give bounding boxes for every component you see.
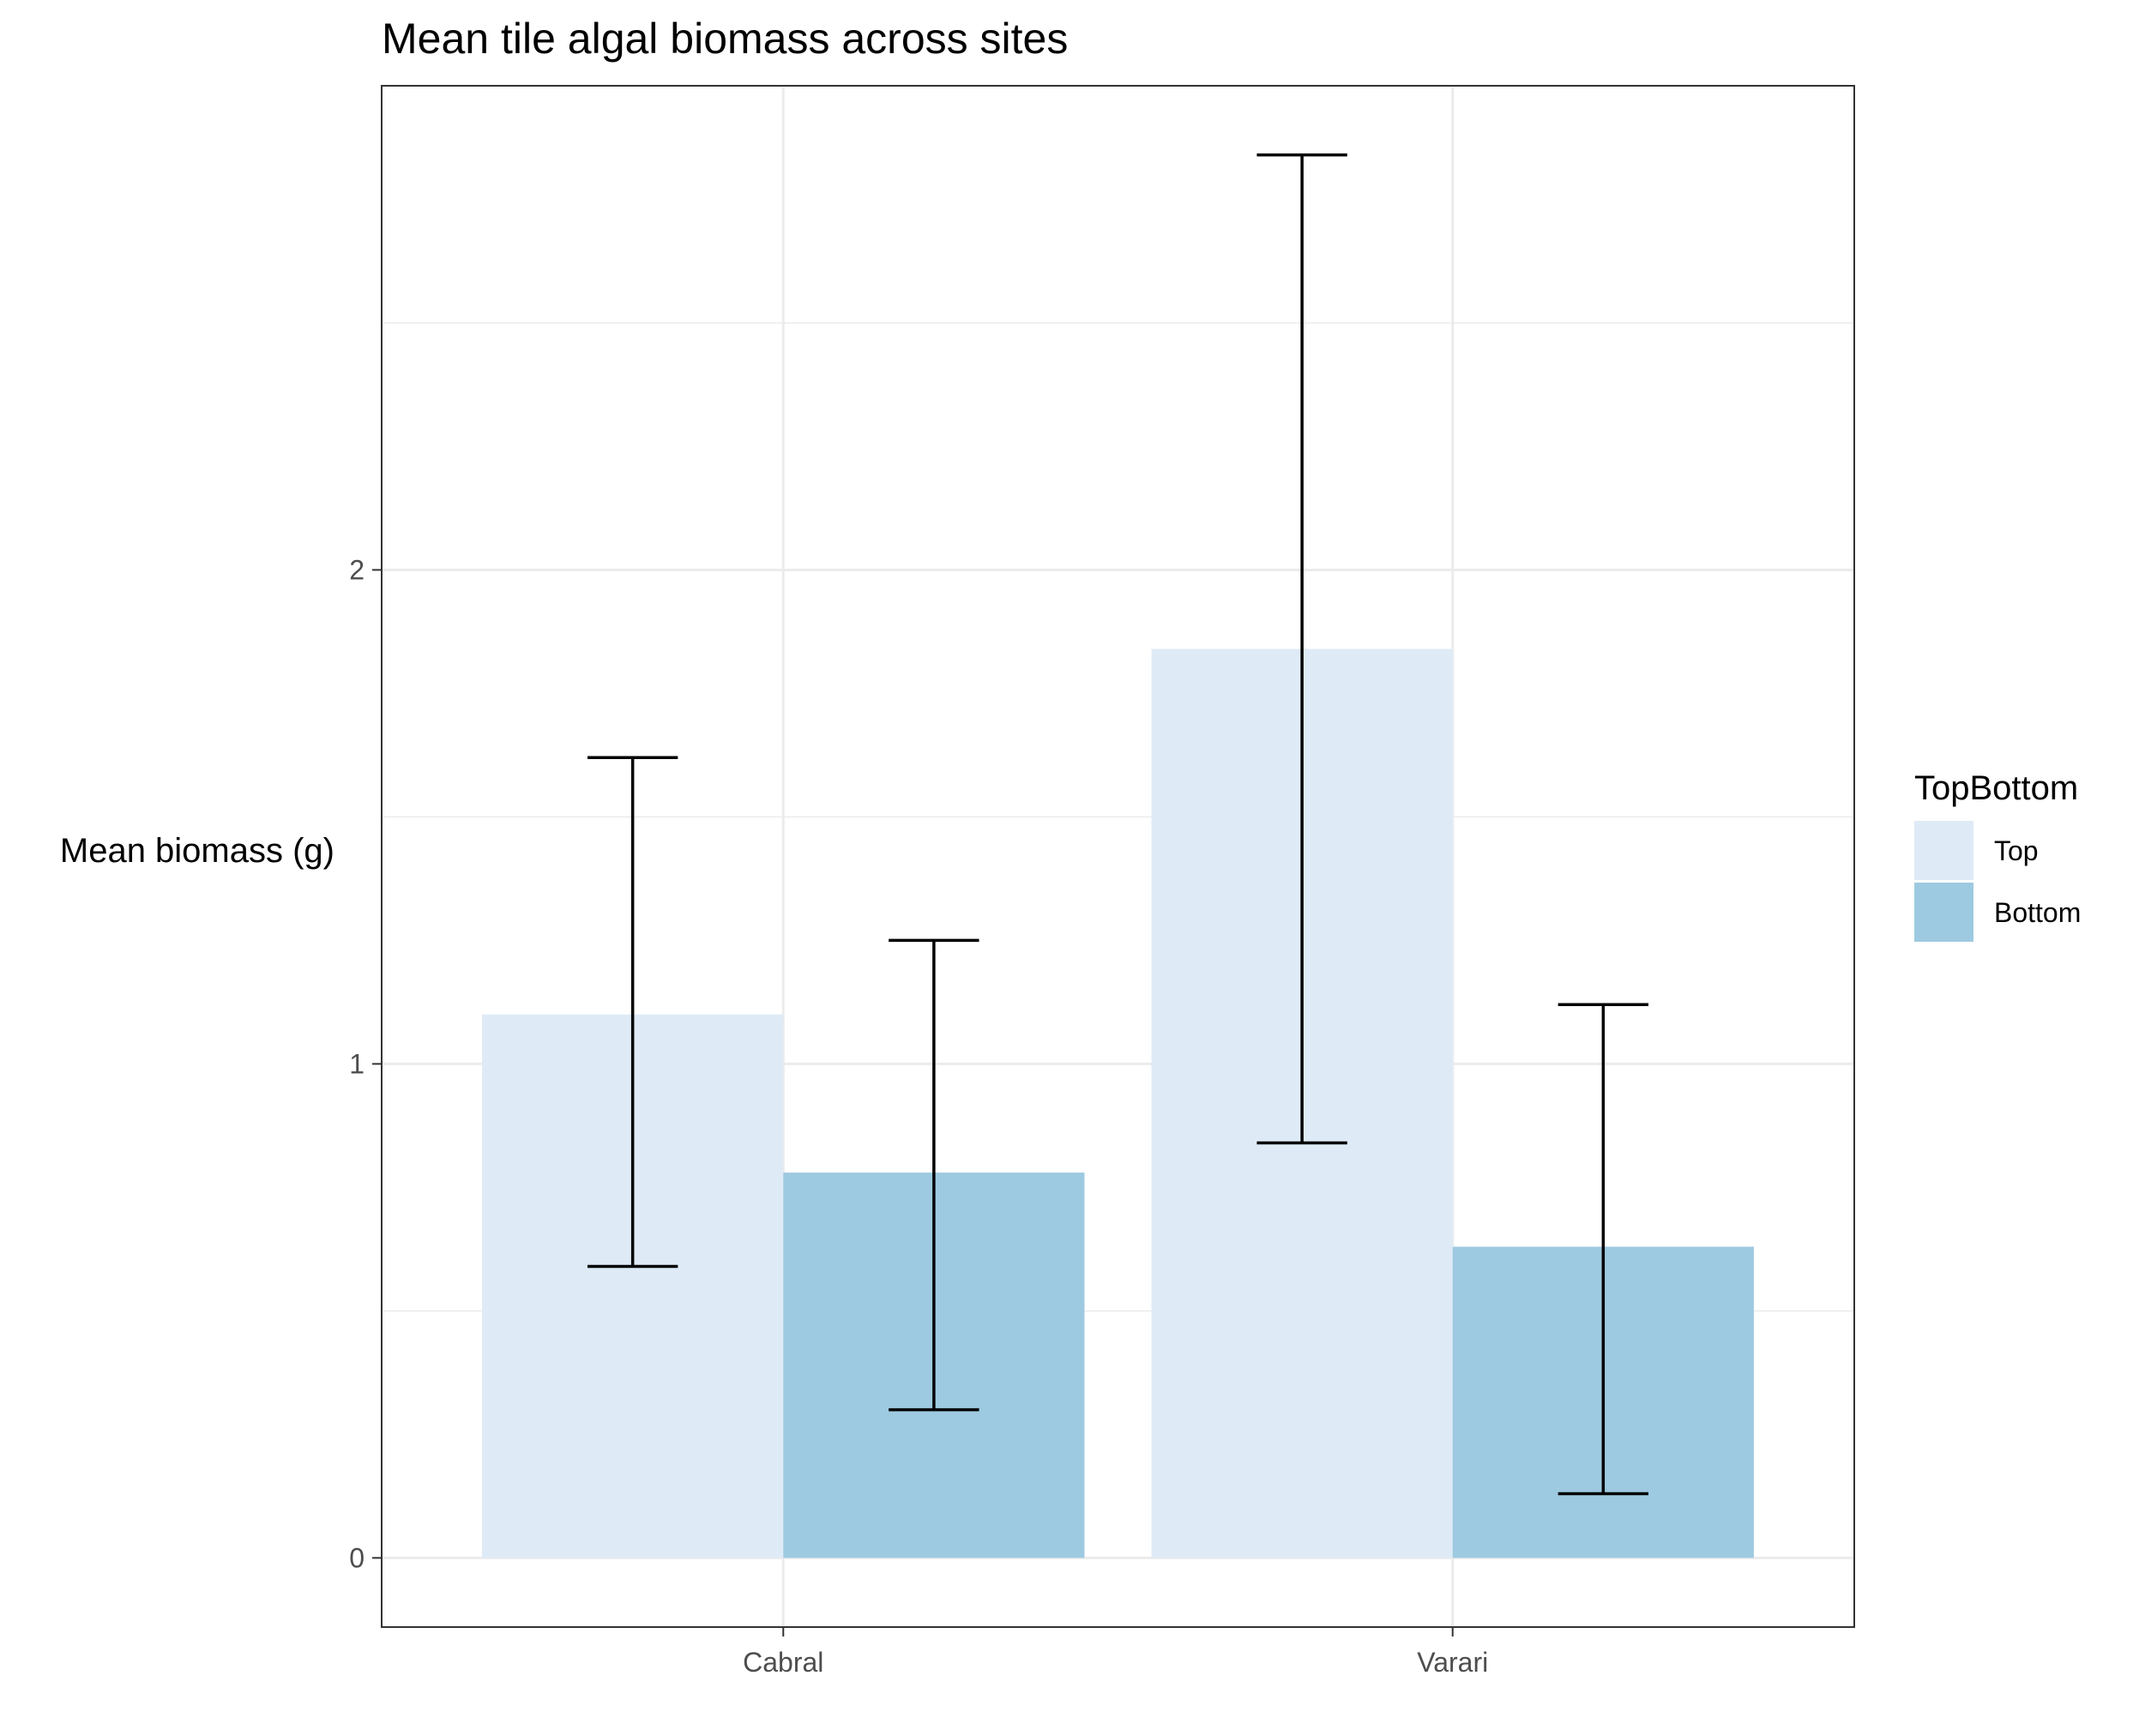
y-axis-title: Mean biomass (g) (60, 832, 334, 870)
legend: TopBottom TopBottom (1914, 769, 2081, 942)
legend-label-bottom: Bottom (1994, 897, 2081, 928)
legend-title: TopBottom (1914, 769, 2078, 807)
error-bar-bottom-varari (1558, 1003, 1649, 1496)
x-tick-label: Varari (1417, 1647, 1488, 1678)
error-bar-top-varari (1256, 153, 1347, 1145)
y-tick-label: 2 (349, 554, 365, 585)
error-bar-top-cabral (587, 756, 678, 1269)
error-bars (587, 153, 1649, 1496)
panel-border (381, 85, 1855, 1628)
legend-label-top: Top (1994, 835, 2039, 866)
x-tick-label: Cabral (743, 1647, 823, 1678)
legend-items: Top Bottom (1914, 821, 2081, 942)
y-tick-label: 1 (349, 1048, 365, 1079)
legend-key-top (1914, 821, 1973, 880)
y-axis: 0 1 2 (349, 554, 382, 1573)
bars (482, 648, 1754, 1558)
x-axis: Cabral Varari (743, 1627, 1488, 1678)
error-bar-bottom-cabral (889, 938, 979, 1412)
chart-title: Mean tile algal biomass across sites (382, 15, 1068, 63)
y-tick-label: 0 (349, 1542, 365, 1573)
legend-key-bottom (1914, 883, 1973, 942)
